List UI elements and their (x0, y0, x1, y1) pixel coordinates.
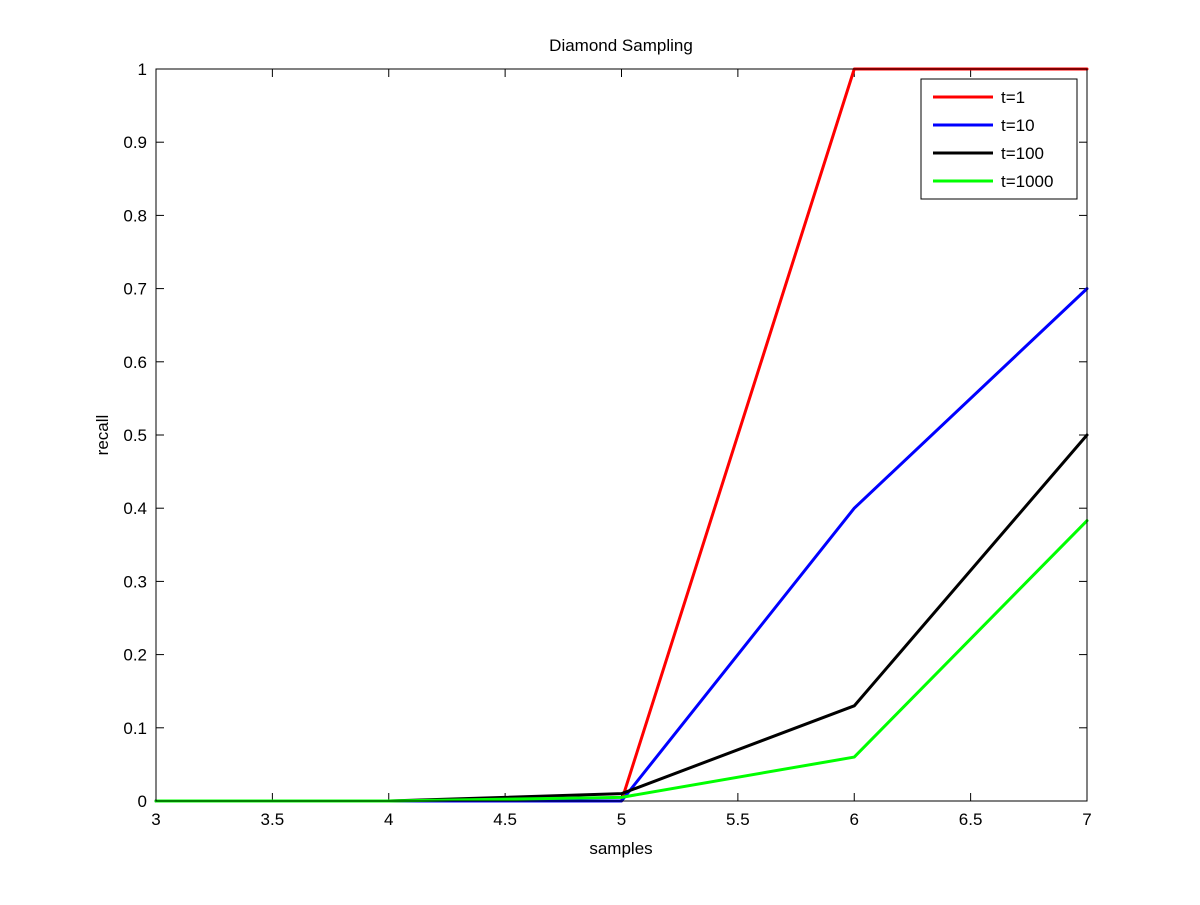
x-tick-label: 4.5 (493, 810, 517, 829)
legend-label: t=100 (1001, 144, 1044, 163)
y-tick-label: 0.7 (123, 280, 147, 299)
x-axis-label: samples (589, 839, 652, 858)
y-tick-label: 0 (138, 792, 147, 811)
y-tick-label: 0.2 (123, 646, 147, 665)
y-tick-label: 0.5 (123, 426, 147, 445)
y-tick-label: 0.6 (123, 353, 147, 372)
legend-box (920, 78, 1078, 200)
x-tick-label: 5 (617, 810, 626, 829)
x-tick-label: 6 (850, 810, 859, 829)
legend-label: t=1 (1001, 88, 1025, 107)
legend: t=1 t=10 t=100 t=1000 (920, 78, 1078, 200)
chart-title: Diamond Sampling (549, 36, 693, 55)
y-tick-label: 1 (138, 60, 147, 79)
x-tick-label: 4 (384, 810, 393, 829)
y-axis-label: recall (93, 415, 112, 456)
axis-ticks: 3 3.5 4 4.5 5 5.5 6 6.5 7 0 0.1 0.2 0.3 0.4 0.5 0.6 0.7 0… (123, 60, 1091, 829)
legend-label: t=10 (1001, 116, 1035, 135)
x-tick-label: 6.5 (959, 810, 983, 829)
y-tick-label: 0.8 (123, 206, 147, 225)
x-tick-label: 7 (1082, 810, 1091, 829)
x-tick-label: 5.5 (726, 810, 750, 829)
y-tick-label: 0.1 (123, 719, 147, 738)
y-tick-label: 0.9 (123, 133, 147, 152)
y-tick-label: 0.3 (123, 572, 147, 591)
x-tick-label: 3 (151, 810, 160, 829)
y-tick-label: 0.4 (123, 499, 147, 518)
plot-frame (155, 68, 1088, 802)
legend-label: t=1000 (1001, 172, 1053, 191)
x-tick-label: 3.5 (261, 810, 285, 829)
